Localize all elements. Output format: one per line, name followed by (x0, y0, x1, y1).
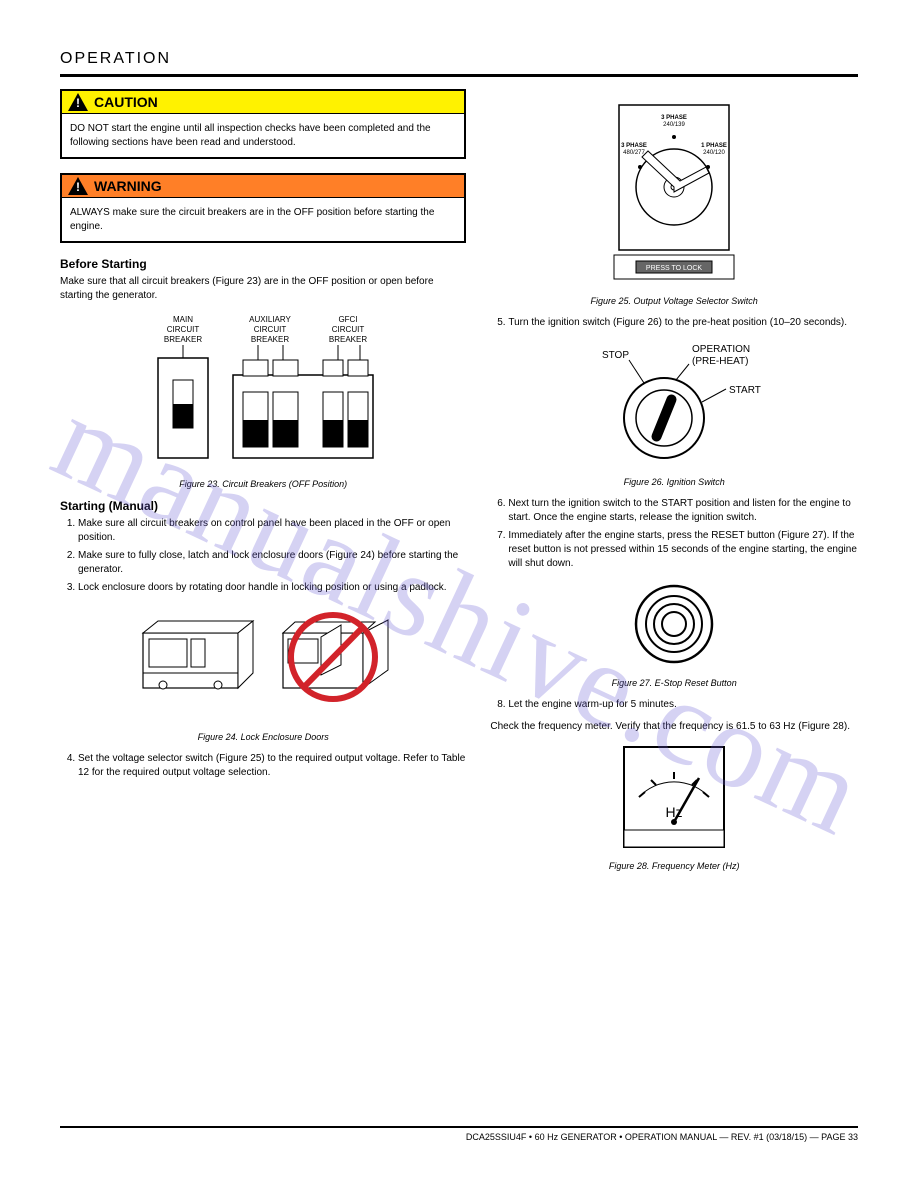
starting-steps-a: Make sure all circuit breakers on contro… (60, 517, 466, 595)
figure-26: STOP OPERATION (PRE-HEAT) START (490, 338, 858, 473)
svg-text:AUXILIARY: AUXILIARY (249, 315, 291, 324)
list-item: Immediately after the engine starts, pre… (508, 529, 858, 571)
warning-triangle-icon (68, 177, 88, 195)
svg-text:240/120: 240/120 (703, 150, 725, 156)
figure-26-caption: Figure 26. Ignition Switch (490, 477, 858, 487)
svg-text:MAIN: MAIN (173, 315, 193, 324)
top-rule (60, 74, 858, 77)
svg-text:CIRCUIT: CIRCUIT (254, 325, 287, 334)
figure-27 (490, 579, 858, 674)
svg-text:(PRE-HEAT): (PRE-HEAT) (692, 356, 748, 367)
list-item: Next turn the ignition switch to the STA… (508, 497, 858, 525)
svg-text:240/139: 240/139 (663, 122, 685, 128)
footer-text: DCA25SSIU4F • 60 Hz GENERATOR • OPERATIO… (466, 1132, 858, 1142)
figure-24-caption: Figure 24. Lock Enclosure Doors (60, 732, 466, 742)
svg-text:BREAKER: BREAKER (164, 335, 202, 344)
svg-text:3 PHASE: 3 PHASE (661, 115, 687, 121)
before-starting-text: Make sure that all circuit breakers (Fig… (60, 275, 466, 302)
list-item: Let the engine warm-up for 5 minutes. (508, 698, 858, 712)
figure-24 (60, 603, 466, 728)
figure-27-caption: Figure 27. E-Stop Reset Button (490, 678, 858, 688)
right-steps: Turn the ignition switch (Figure 26) to … (490, 316, 858, 330)
caution-box: CAUTION DO NOT start the engine until al… (60, 89, 466, 159)
starting-steps-b: Set the voltage selector switch (Figure … (60, 752, 466, 780)
starting-manual-head: Starting (Manual) (60, 499, 466, 513)
svg-text:BREAKER: BREAKER (251, 335, 289, 344)
warning-box: WARNING ALWAYS make sure the circuit bre… (60, 173, 466, 243)
svg-text:GFCI: GFCI (339, 315, 358, 324)
caution-head-label: CAUTION (94, 94, 158, 110)
caution-body: DO NOT start the engine until all inspec… (62, 114, 464, 157)
svg-text:START: START (729, 385, 761, 396)
svg-text:STOP: STOP (602, 350, 629, 361)
left-column: CAUTION DO NOT start the engine until al… (60, 89, 466, 881)
list-item: Make sure to fully close, latch and lock… (78, 549, 466, 577)
warning-head-label: WARNING (94, 178, 162, 194)
svg-text:OPERATION: OPERATION (692, 344, 750, 355)
figure-25: 3 PHASE 240/139 3 PHASE 480/277 1 PHASE … (490, 97, 858, 292)
step9-text: Check the frequency meter. Verify that t… (490, 720, 858, 734)
svg-text:Hz: Hz (666, 804, 683, 820)
list-item: Turn the ignition switch (Figure 26) to … (508, 316, 858, 330)
caution-head: CAUTION (62, 91, 464, 114)
warning-triangle-icon (68, 93, 88, 111)
figure-25-caption: Figure 25. Output Voltage Selector Switc… (490, 296, 858, 306)
svg-text:1 PHASE: 1 PHASE (701, 143, 727, 149)
figure-28-caption: Figure 28. Frequency Meter (Hz) (490, 861, 858, 871)
right-steps-8: Let the engine warm-up for 5 minutes. (490, 698, 858, 712)
svg-text:3 PHASE: 3 PHASE (621, 143, 647, 149)
list-item: Set the voltage selector switch (Figure … (78, 752, 466, 780)
svg-text:PRESS TO LOCK: PRESS TO LOCK (646, 265, 702, 272)
warning-head: WARNING (62, 175, 464, 198)
list-item: Lock enclosure doors by rotating door ha… (78, 581, 466, 595)
svg-text:CIRCUIT: CIRCUIT (332, 325, 365, 334)
svg-text:CIRCUIT: CIRCUIT (167, 325, 200, 334)
page-header: OPERATION (60, 50, 858, 68)
figure-23: MAIN CIRCUIT BREAKER AUXILIARY CIRCUIT B… (60, 310, 466, 475)
bottom-rule (60, 1126, 858, 1128)
right-column: 3 PHASE 240/139 3 PHASE 480/277 1 PHASE … (490, 89, 858, 881)
figure-28: Hz (490, 742, 858, 857)
svg-text:480/277: 480/277 (623, 150, 645, 156)
figure-23-caption: Figure 23. Circuit Breakers (OFF Positio… (60, 479, 466, 489)
svg-text:BREAKER: BREAKER (329, 335, 367, 344)
warning-body: ALWAYS make sure the circuit breakers ar… (62, 198, 464, 241)
right-steps-6: Next turn the ignition switch to the STA… (490, 497, 858, 571)
before-starting-head: Before Starting (60, 257, 466, 271)
list-item: Make sure all circuit breakers on contro… (78, 517, 466, 545)
